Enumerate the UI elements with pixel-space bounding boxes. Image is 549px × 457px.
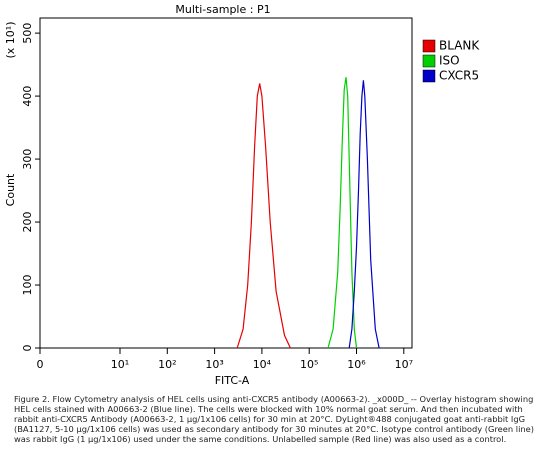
- x-tick-label: 10²: [158, 358, 176, 371]
- y-tick-label: 400: [21, 86, 34, 107]
- x-tick-label: 10⁴: [253, 358, 272, 371]
- histogram-line: [348, 80, 380, 349]
- x-tick-label: 10¹: [111, 358, 129, 371]
- x-tick-label: 10³: [205, 358, 223, 371]
- histogram-line: [236, 83, 291, 349]
- chart: Multi-sample : P1 FITC-A Count (x 10¹) 0…: [4, 3, 480, 387]
- x-tick-label: 10⁶: [347, 358, 366, 371]
- y-tick-label: 200: [21, 212, 34, 233]
- legend-label: CXCR5: [439, 69, 479, 83]
- x-tick-label: 10⁷: [395, 358, 413, 371]
- chart-title: Multi-sample : P1: [175, 3, 270, 16]
- plot-frame: [39, 17, 413, 349]
- y-tick-label: 300: [21, 149, 34, 170]
- y-multiplier: (x 10¹): [4, 22, 17, 59]
- caption: Figure 2. Flow Cytometry analysis of HEL…: [14, 394, 534, 444]
- legend-label: BLANK: [439, 39, 480, 53]
- histogram-line: [327, 77, 358, 349]
- x-tick-label: 10⁵: [300, 358, 318, 371]
- y-tick-label: 100: [21, 275, 34, 296]
- legend-swatch: [422, 54, 436, 68]
- legend-label: ISO: [439, 54, 460, 68]
- y-tick-label: 500: [21, 23, 34, 44]
- x-tick-label: 0: [37, 358, 44, 371]
- legend-swatch: [422, 39, 436, 53]
- y-tick-label: 0: [21, 345, 34, 352]
- x-axis-label: FITC-A: [215, 374, 250, 387]
- y-axis-label: Count: [4, 173, 17, 206]
- legend-swatch: [422, 69, 436, 83]
